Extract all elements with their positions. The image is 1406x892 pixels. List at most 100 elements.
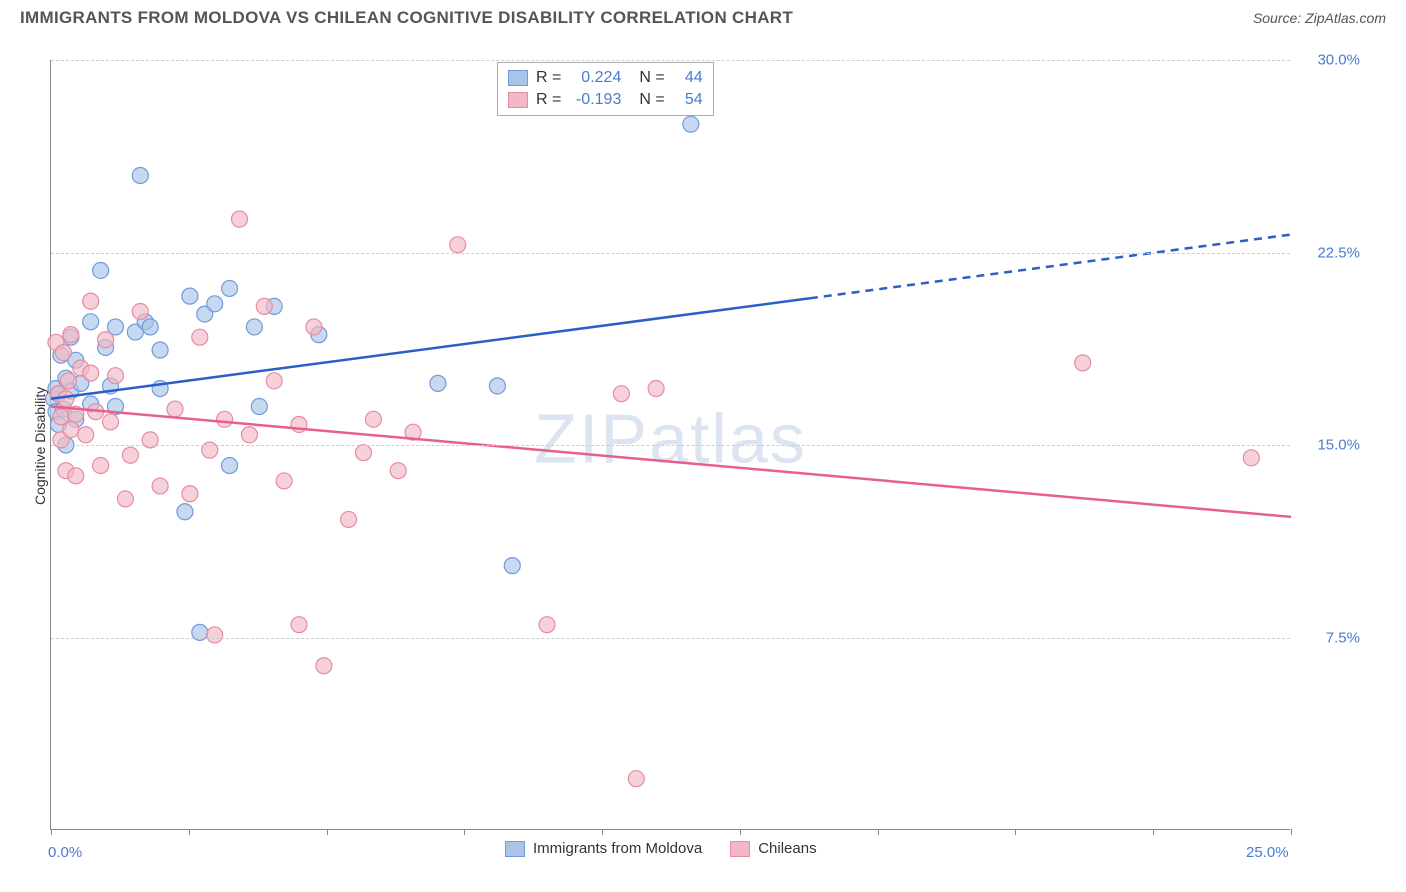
data-point (207, 627, 223, 643)
data-point (182, 288, 198, 304)
stat-n-value: 54 (673, 91, 703, 109)
legend-row: R =-0.193N =54 (508, 89, 703, 111)
stat-r-label: R = (536, 69, 561, 87)
data-point (103, 414, 119, 430)
data-point (256, 298, 272, 314)
data-point (152, 478, 168, 494)
data-point (78, 427, 94, 443)
data-point (276, 473, 292, 489)
data-point (182, 486, 198, 502)
chart-header: IMMIGRANTS FROM MOLDOVA VS CHILEAN COGNI… (0, 0, 1406, 32)
legend-swatch (730, 841, 750, 857)
data-point (222, 458, 238, 474)
data-point (390, 463, 406, 479)
x-tick (602, 829, 603, 835)
series-legend: Immigrants from Moldova Chileans (505, 840, 817, 857)
legend-item: Immigrants from Moldova (505, 840, 702, 857)
y-tick-label: 15.0% (1300, 437, 1360, 454)
x-tick (189, 829, 190, 835)
legend-label: Immigrants from Moldova (533, 840, 702, 857)
stat-n-value: 44 (673, 69, 703, 87)
data-point (68, 468, 84, 484)
data-point (341, 511, 357, 527)
data-point (504, 558, 520, 574)
data-point (217, 411, 233, 427)
data-point (93, 262, 109, 278)
legend-swatch (505, 841, 525, 857)
data-point (55, 345, 71, 361)
stat-n-label: N = (639, 69, 664, 87)
data-point (93, 458, 109, 474)
data-point (177, 504, 193, 520)
y-tick-label: 22.5% (1300, 244, 1360, 261)
correlation-legend: R =0.224N =44R =-0.193N =54 (497, 62, 714, 116)
trend-line-extrapolated (810, 235, 1291, 299)
data-point (83, 314, 99, 330)
gridline (51, 253, 1290, 254)
data-point (365, 411, 381, 427)
legend-label: Chileans (758, 840, 816, 857)
data-point (222, 280, 238, 296)
stat-r-value: 0.224 (569, 69, 621, 87)
x-tick (1015, 829, 1016, 835)
data-point (316, 658, 332, 674)
data-point (683, 116, 699, 132)
data-point (142, 319, 158, 335)
legend-swatch (508, 70, 528, 86)
data-point (117, 491, 133, 507)
y-tick-label: 7.5% (1300, 629, 1360, 646)
data-point (251, 399, 267, 415)
x-tick (464, 829, 465, 835)
x-tick (1291, 829, 1292, 835)
data-point (192, 329, 208, 345)
data-point (241, 427, 257, 443)
y-axis-label: Cognitive Disability (32, 387, 48, 505)
data-point (107, 368, 123, 384)
data-point (450, 237, 466, 253)
gridline (51, 638, 1290, 639)
data-point (152, 342, 168, 358)
data-point (83, 365, 99, 381)
legend-swatch (508, 92, 528, 108)
data-point (291, 617, 307, 633)
legend-item: Chileans (730, 840, 816, 857)
stat-r-label: R = (536, 91, 561, 109)
data-point (266, 373, 282, 389)
data-point (167, 401, 183, 417)
x-tick (327, 829, 328, 835)
data-point (1243, 450, 1259, 466)
data-point (1075, 355, 1091, 371)
x-axis-max-label: 25.0% (1246, 844, 1289, 861)
data-point (132, 168, 148, 184)
data-point (539, 617, 555, 633)
gridline (51, 60, 1290, 61)
data-point (648, 381, 664, 397)
source-attribution: Source: ZipAtlas.com (1253, 10, 1386, 26)
data-point (207, 296, 223, 312)
data-point (628, 771, 644, 787)
data-point (231, 211, 247, 227)
chart-title: IMMIGRANTS FROM MOLDOVA VS CHILEAN COGNI… (20, 8, 793, 28)
stat-n-label: N = (639, 91, 664, 109)
data-point (489, 378, 505, 394)
data-point (122, 447, 138, 463)
data-point (430, 375, 446, 391)
data-point (98, 332, 114, 348)
data-point (306, 319, 322, 335)
x-tick (878, 829, 879, 835)
x-tick (1153, 829, 1154, 835)
data-point (613, 386, 629, 402)
data-point (63, 422, 79, 438)
plot-area: ZIPatlas 7.5%15.0%22.5%30.0% (50, 60, 1290, 830)
x-tick (51, 829, 52, 835)
data-point (83, 293, 99, 309)
data-point (246, 319, 262, 335)
data-point (63, 327, 79, 343)
data-point (355, 445, 371, 461)
data-point (60, 373, 76, 389)
data-point (132, 304, 148, 320)
legend-row: R = 0.224 N = 44 (508, 67, 703, 89)
y-tick-label: 30.0% (1300, 52, 1360, 69)
x-tick (740, 829, 741, 835)
x-axis-min-label: 0.0% (48, 844, 82, 861)
